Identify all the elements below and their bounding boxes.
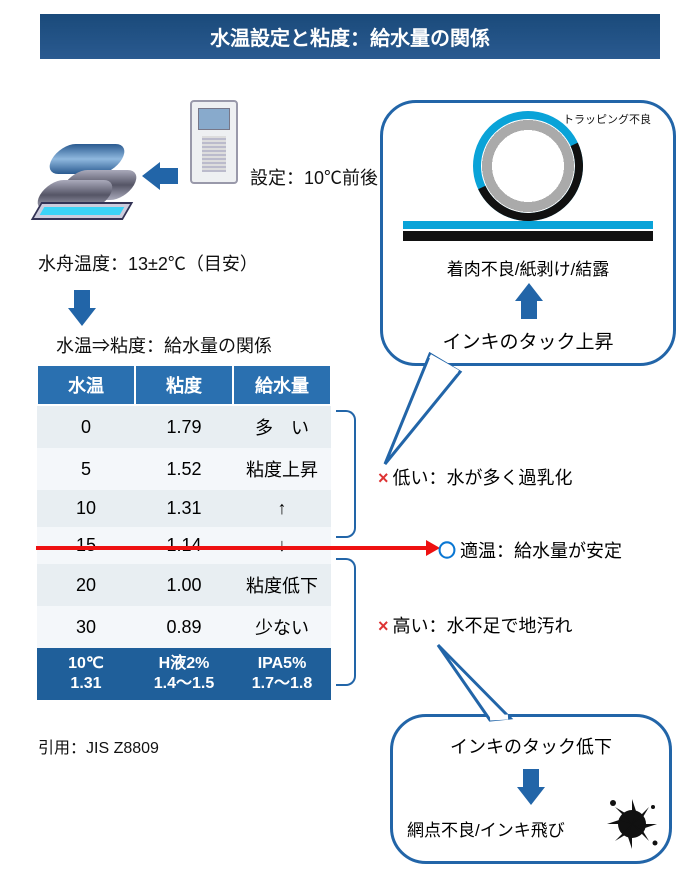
table-cell: 5 <box>37 448 135 490</box>
table-footer-cell: IPA5% 1.7〜1.8 <box>233 648 331 700</box>
annotation-high: ×高い：水不足で地汚れ <box>378 612 573 638</box>
top-callout: トラッピング不良 着肉不良/紙剥け/結露 インキのタック上昇 <box>380 100 676 366</box>
table-cell: 多 い <box>233 405 331 448</box>
table-footer-cell: H液2% 1.4〜1.5 <box>135 648 233 700</box>
col-header: 水温 <box>37 365 135 405</box>
citation-label: 引用：JIS Z8809 <box>38 734 159 758</box>
trap-bed-icon <box>403 221 653 229</box>
table-cell: 1.52 <box>135 448 233 490</box>
trap-wheel-icon <box>473 111 583 221</box>
table-cell: 1.31 <box>135 490 233 527</box>
bubble-pointer-icon <box>430 640 510 730</box>
arrow-icon <box>142 162 160 190</box>
red-divider-arrow-icon <box>36 546 426 550</box>
relation-label: 水温⇒粘度：給水量の関係 <box>56 332 272 358</box>
table-cell: 1.79 <box>135 405 233 448</box>
trap-small-label: トラッピング不良 <box>563 111 651 127</box>
arrow-up-icon <box>515 283 543 301</box>
table-cell: 少ない <box>233 606 331 648</box>
arrow-down-icon <box>517 787 545 805</box>
annotation-low: ×低い：水が多く過乳化 <box>378 464 573 490</box>
chiller-icon <box>190 100 238 184</box>
arrow-down-icon <box>68 308 96 326</box>
bottom-callout: インキのタック低下 網点不良/インキ飛び <box>390 714 672 864</box>
trap-defects-label: 着肉不良/紙剥け/結露 <box>383 255 673 280</box>
ink-splat-icon <box>605 797 659 851</box>
table-cell: 1.00 <box>135 564 233 606</box>
col-header: 粘度 <box>135 365 233 405</box>
ship-temp-label: 水舟温度：13±2℃（目安） <box>38 250 258 276</box>
table-cell: ↑ <box>233 490 331 527</box>
table-footer-cell: 10℃ 1.31 <box>37 648 135 700</box>
bottom-defects-label: 網点不良/インキ飛び <box>407 816 565 841</box>
table-cell: 粘度上昇 <box>233 448 331 490</box>
table-cell: 20 <box>37 564 135 606</box>
tack-down-label: インキのタック低下 <box>411 733 651 759</box>
table-cell: 10 <box>37 490 135 527</box>
bracket-icon <box>336 410 356 538</box>
table-cell: 0.89 <box>135 606 233 648</box>
col-header: 給水量 <box>233 365 331 405</box>
page-title: 水温設定と粘度：給水量の関係 <box>40 14 660 59</box>
viscosity-table: 水温 粘度 給水量 0 1.79 多 い 5 1.52 粘度上昇 10 1.31… <box>36 364 332 700</box>
annotation-mid: 〇適温：給水量が安定 <box>438 537 622 563</box>
table-cell: 粘度低下 <box>233 564 331 606</box>
trap-bed-icon <box>403 231 653 241</box>
setting-label: 設定：10℃前後 <box>250 164 378 190</box>
table-cell: 30 <box>37 606 135 648</box>
table-cell: 0 <box>37 405 135 448</box>
bubble-pointer-icon <box>380 354 440 474</box>
bracket-icon <box>336 558 356 686</box>
tack-up-label: インキのタック上昇 <box>383 327 673 354</box>
